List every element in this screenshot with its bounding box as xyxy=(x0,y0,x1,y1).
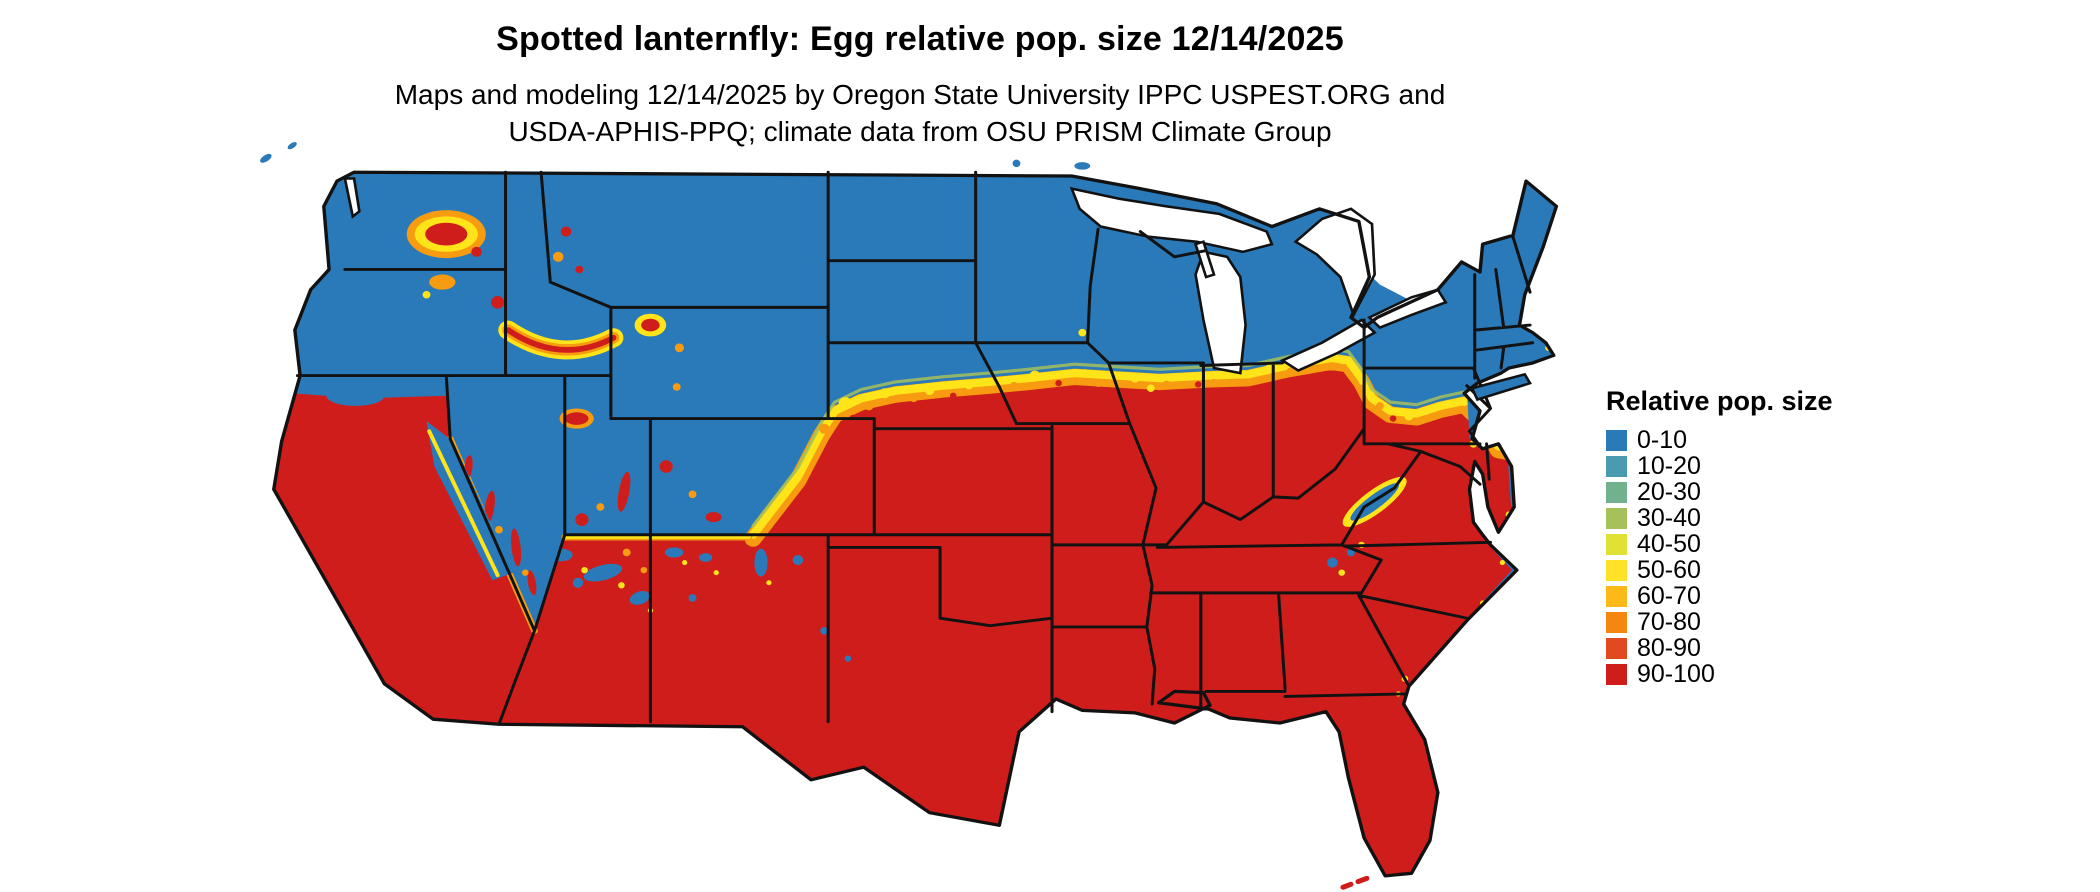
us-outline xyxy=(272,170,1559,878)
legend-swatch xyxy=(1606,507,1627,529)
legend-swatch xyxy=(1606,637,1627,659)
lake-ontario xyxy=(1367,288,1448,330)
legend-swatch xyxy=(1606,455,1627,477)
legend-swatch xyxy=(1606,559,1627,581)
legend-label: 20-30 xyxy=(1637,477,1701,506)
legend-swatch xyxy=(1606,585,1627,607)
map-title: Spotted lanternfly: Egg relative pop. si… xyxy=(496,20,1344,58)
subtitle-line-2: USDA-APHIS-PPQ; climate data from OSU PR… xyxy=(508,115,1332,147)
us-map-container xyxy=(229,128,1559,891)
great-lakes xyxy=(343,177,1448,375)
lake-superior xyxy=(1069,186,1274,254)
header: Spotted lanternfly: Egg relative pop. si… xyxy=(0,20,1840,151)
legend-item: 50-60 xyxy=(1606,555,1833,584)
legend-label: 80-90 xyxy=(1637,633,1701,662)
lake-michigan xyxy=(1194,250,1247,375)
legend-item: 80-90 xyxy=(1606,633,1833,662)
map-subtitle: Maps and modeling 12/14/2025 by Oregon S… xyxy=(0,77,1840,151)
legend-label: 50-60 xyxy=(1637,555,1701,584)
legend-label: 70-80 xyxy=(1637,607,1701,636)
legend-item: 90-100 xyxy=(1606,659,1833,688)
legend-item: 0-10 xyxy=(1606,425,1833,454)
long-island xyxy=(1470,372,1532,402)
legend-item: 30-40 xyxy=(1606,503,1833,532)
lake-erie xyxy=(1279,318,1377,372)
legend-label: 60-70 xyxy=(1637,581,1701,610)
legend-item: 60-70 xyxy=(1606,581,1833,610)
us-map xyxy=(260,142,1559,890)
legend-label: 0-10 xyxy=(1637,425,1688,454)
legend-title: Relative pop. size xyxy=(1606,386,1833,416)
legend-item: 20-30 xyxy=(1606,477,1833,506)
legend-label: 30-40 xyxy=(1637,503,1701,532)
legend-item: 70-80 xyxy=(1606,607,1833,636)
legend-swatch xyxy=(1606,429,1627,451)
lake-huron xyxy=(1293,207,1376,319)
legend-label: 90-100 xyxy=(1637,659,1715,688)
legend-swatch xyxy=(1606,663,1627,685)
florida-keys xyxy=(1340,875,1370,890)
legend-label: 40-50 xyxy=(1637,529,1701,558)
legend-swatch xyxy=(1606,611,1627,633)
legend-item: 40-50 xyxy=(1606,529,1833,558)
subtitle-line-1: Maps and modeling 12/14/2025 by Oregon S… xyxy=(394,79,1446,110)
legend-item: 10-20 xyxy=(1606,451,1833,480)
legend-label: 10-20 xyxy=(1637,451,1701,480)
legend-swatch xyxy=(1606,533,1627,555)
western-terrain-detail xyxy=(326,210,852,662)
legend-swatch xyxy=(1606,481,1627,503)
puget-sound xyxy=(343,177,361,219)
legend: Relative pop. size 0-10 10-20 20-30 30-4… xyxy=(1606,386,1833,688)
